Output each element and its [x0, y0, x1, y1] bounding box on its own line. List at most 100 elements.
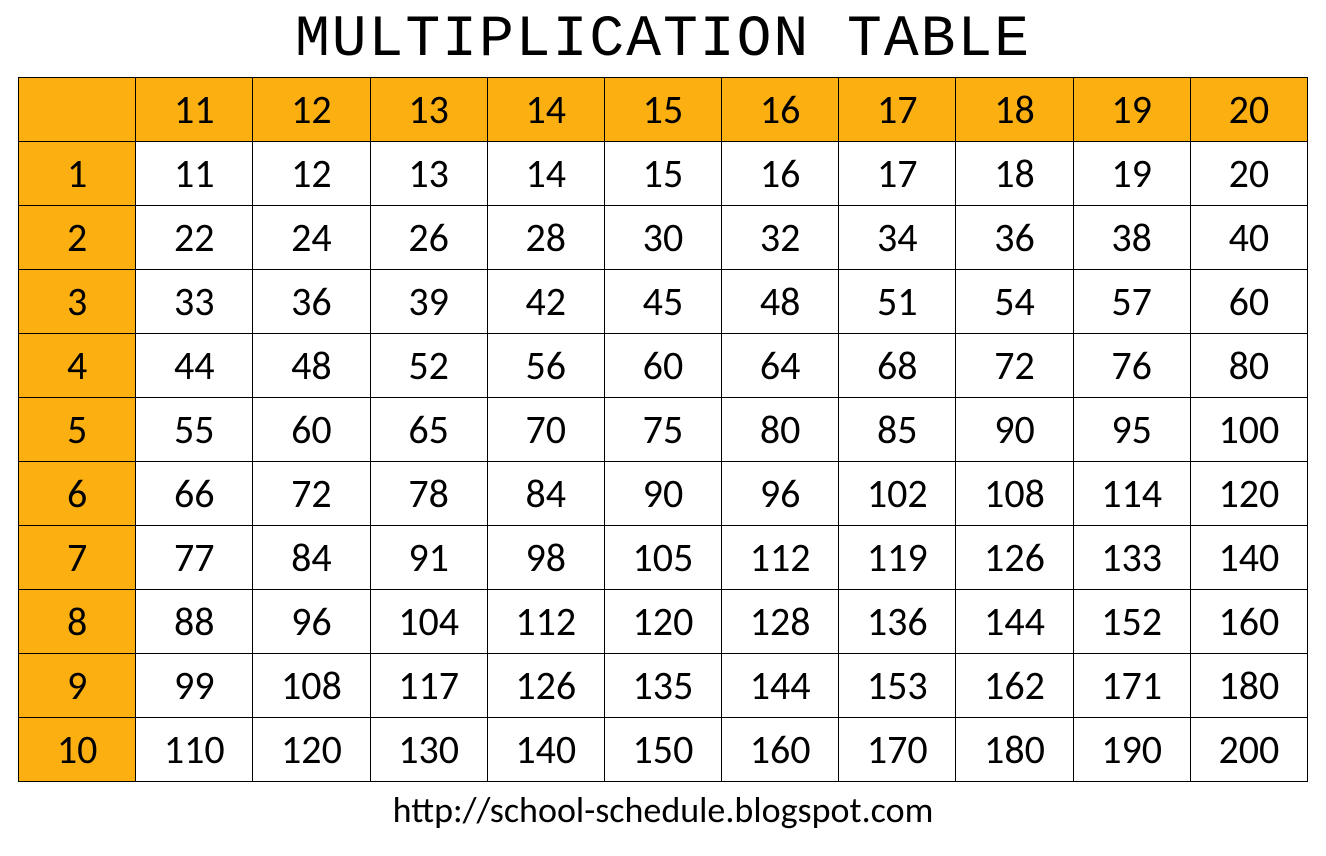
- data-cell: 32: [722, 206, 839, 270]
- data-cell: 42: [487, 270, 604, 334]
- data-cell: 153: [839, 654, 956, 718]
- data-cell: 55: [136, 398, 253, 462]
- data-cell: 170: [839, 718, 956, 782]
- data-cell: 119: [839, 526, 956, 590]
- data-cell: 24: [253, 206, 370, 270]
- data-cell: 144: [956, 590, 1073, 654]
- data-cell: 110: [136, 718, 253, 782]
- data-cell: 45: [604, 270, 721, 334]
- data-cell: 68: [839, 334, 956, 398]
- data-cell: 33: [136, 270, 253, 334]
- data-cell: 99: [136, 654, 253, 718]
- row-header: 2: [19, 206, 136, 270]
- footer-url: http://school-schedule.blogspot.com: [393, 788, 934, 832]
- data-cell: 78: [370, 462, 487, 526]
- data-cell: 162: [956, 654, 1073, 718]
- data-cell: 84: [487, 462, 604, 526]
- data-cell: 36: [956, 206, 1073, 270]
- col-header: 19: [1073, 78, 1190, 142]
- data-cell: 136: [839, 590, 956, 654]
- table-row: 8 88 96 104 112 120 128 136 144 152 160: [19, 590, 1308, 654]
- data-cell: 171: [1073, 654, 1190, 718]
- data-cell: 180: [956, 718, 1073, 782]
- data-cell: 20: [1190, 142, 1307, 206]
- data-cell: 48: [722, 270, 839, 334]
- data-cell: 60: [253, 398, 370, 462]
- col-header: 18: [956, 78, 1073, 142]
- data-cell: 96: [253, 590, 370, 654]
- table-row: 3 33 36 39 42 45 48 51 54 57 60: [19, 270, 1308, 334]
- data-cell: 114: [1073, 462, 1190, 526]
- data-cell: 180: [1190, 654, 1307, 718]
- data-cell: 30: [604, 206, 721, 270]
- data-cell: 84: [253, 526, 370, 590]
- data-cell: 144: [722, 654, 839, 718]
- table-row: 4 44 48 52 56 60 64 68 72 76 80: [19, 334, 1308, 398]
- data-cell: 11: [136, 142, 253, 206]
- data-cell: 75: [604, 398, 721, 462]
- data-cell: 72: [956, 334, 1073, 398]
- data-cell: 140: [1190, 526, 1307, 590]
- table-row: 6 66 72 78 84 90 96 102 108 114 120: [19, 462, 1308, 526]
- data-cell: 18: [956, 142, 1073, 206]
- data-cell: 65: [370, 398, 487, 462]
- data-cell: 108: [253, 654, 370, 718]
- row-header: 9: [19, 654, 136, 718]
- col-header: 14: [487, 78, 604, 142]
- data-cell: 56: [487, 334, 604, 398]
- data-cell: 135: [604, 654, 721, 718]
- row-header: 6: [19, 462, 136, 526]
- data-cell: 90: [956, 398, 1073, 462]
- data-cell: 102: [839, 462, 956, 526]
- data-cell: 14: [487, 142, 604, 206]
- data-cell: 160: [1190, 590, 1307, 654]
- table-row: 1 11 12 13 14 15 16 17 18 19 20: [19, 142, 1308, 206]
- data-cell: 80: [1190, 334, 1307, 398]
- data-cell: 26: [370, 206, 487, 270]
- data-cell: 120: [604, 590, 721, 654]
- data-cell: 108: [956, 462, 1073, 526]
- data-cell: 128: [722, 590, 839, 654]
- data-cell: 126: [956, 526, 1073, 590]
- col-header: 15: [604, 78, 721, 142]
- data-cell: 91: [370, 526, 487, 590]
- data-cell: 104: [370, 590, 487, 654]
- row-header: 7: [19, 526, 136, 590]
- data-cell: 96: [722, 462, 839, 526]
- data-cell: 38: [1073, 206, 1190, 270]
- table-row: 5 55 60 65 70 75 80 85 90 95 100: [19, 398, 1308, 462]
- data-cell: 90: [604, 462, 721, 526]
- data-cell: 12: [253, 142, 370, 206]
- data-cell: 80: [722, 398, 839, 462]
- row-header: 5: [19, 398, 136, 462]
- data-cell: 15: [604, 142, 721, 206]
- table-row: 7 77 84 91 98 105 112 119 126 133 140: [19, 526, 1308, 590]
- data-cell: 64: [722, 334, 839, 398]
- data-cell: 126: [487, 654, 604, 718]
- table-header-row: 11 12 13 14 15 16 17 18 19 20: [19, 78, 1308, 142]
- data-cell: 77: [136, 526, 253, 590]
- row-header: 4: [19, 334, 136, 398]
- data-cell: 39: [370, 270, 487, 334]
- data-cell: 51: [839, 270, 956, 334]
- data-cell: 130: [370, 718, 487, 782]
- table-row: 2 22 24 26 28 30 32 34 36 38 40: [19, 206, 1308, 270]
- data-cell: 19: [1073, 142, 1190, 206]
- data-cell: 48: [253, 334, 370, 398]
- data-cell: 22: [136, 206, 253, 270]
- data-cell: 95: [1073, 398, 1190, 462]
- data-cell: 105: [604, 526, 721, 590]
- table-row: 10 110 120 130 140 150 160 170 180 190 2…: [19, 718, 1308, 782]
- col-header: 20: [1190, 78, 1307, 142]
- col-header: 11: [136, 78, 253, 142]
- table-body: 1 11 12 13 14 15 16 17 18 19 20 2 22 24 …: [19, 142, 1308, 782]
- row-header: 1: [19, 142, 136, 206]
- data-cell: 190: [1073, 718, 1190, 782]
- data-cell: 57: [1073, 270, 1190, 334]
- data-cell: 66: [136, 462, 253, 526]
- data-cell: 112: [487, 590, 604, 654]
- data-cell: 150: [604, 718, 721, 782]
- data-cell: 60: [604, 334, 721, 398]
- table-corner-cell: [19, 78, 136, 142]
- data-cell: 54: [956, 270, 1073, 334]
